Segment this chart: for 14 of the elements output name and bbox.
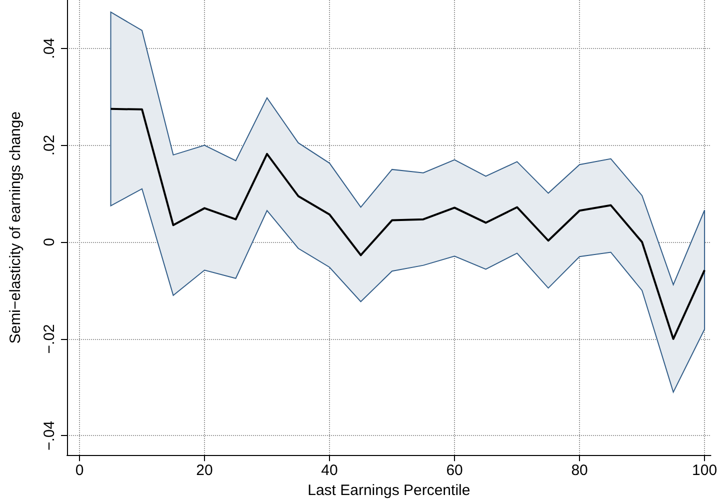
- y-tick-label: 0: [41, 238, 58, 246]
- x-tick-label: 40: [321, 462, 338, 480]
- y-axis-title: Semi−elasticity of earnings change: [7, 111, 24, 344]
- x-tick-label: 20: [196, 462, 213, 480]
- y-tick-label: .02: [41, 134, 58, 156]
- x-tick-label: 80: [571, 462, 588, 480]
- x-tick-label: 100: [692, 462, 718, 480]
- y-tick-label: −.04: [41, 420, 58, 451]
- y-tick-label: −.02: [41, 324, 58, 354]
- x-tick-label: 60: [446, 462, 463, 480]
- x-tick-label: 0: [75, 462, 84, 480]
- y-tick-label: .04: [41, 38, 58, 59]
- x-axis-title: Last Earnings Percentile: [308, 482, 470, 499]
- line-series: [110, 108, 706, 340]
